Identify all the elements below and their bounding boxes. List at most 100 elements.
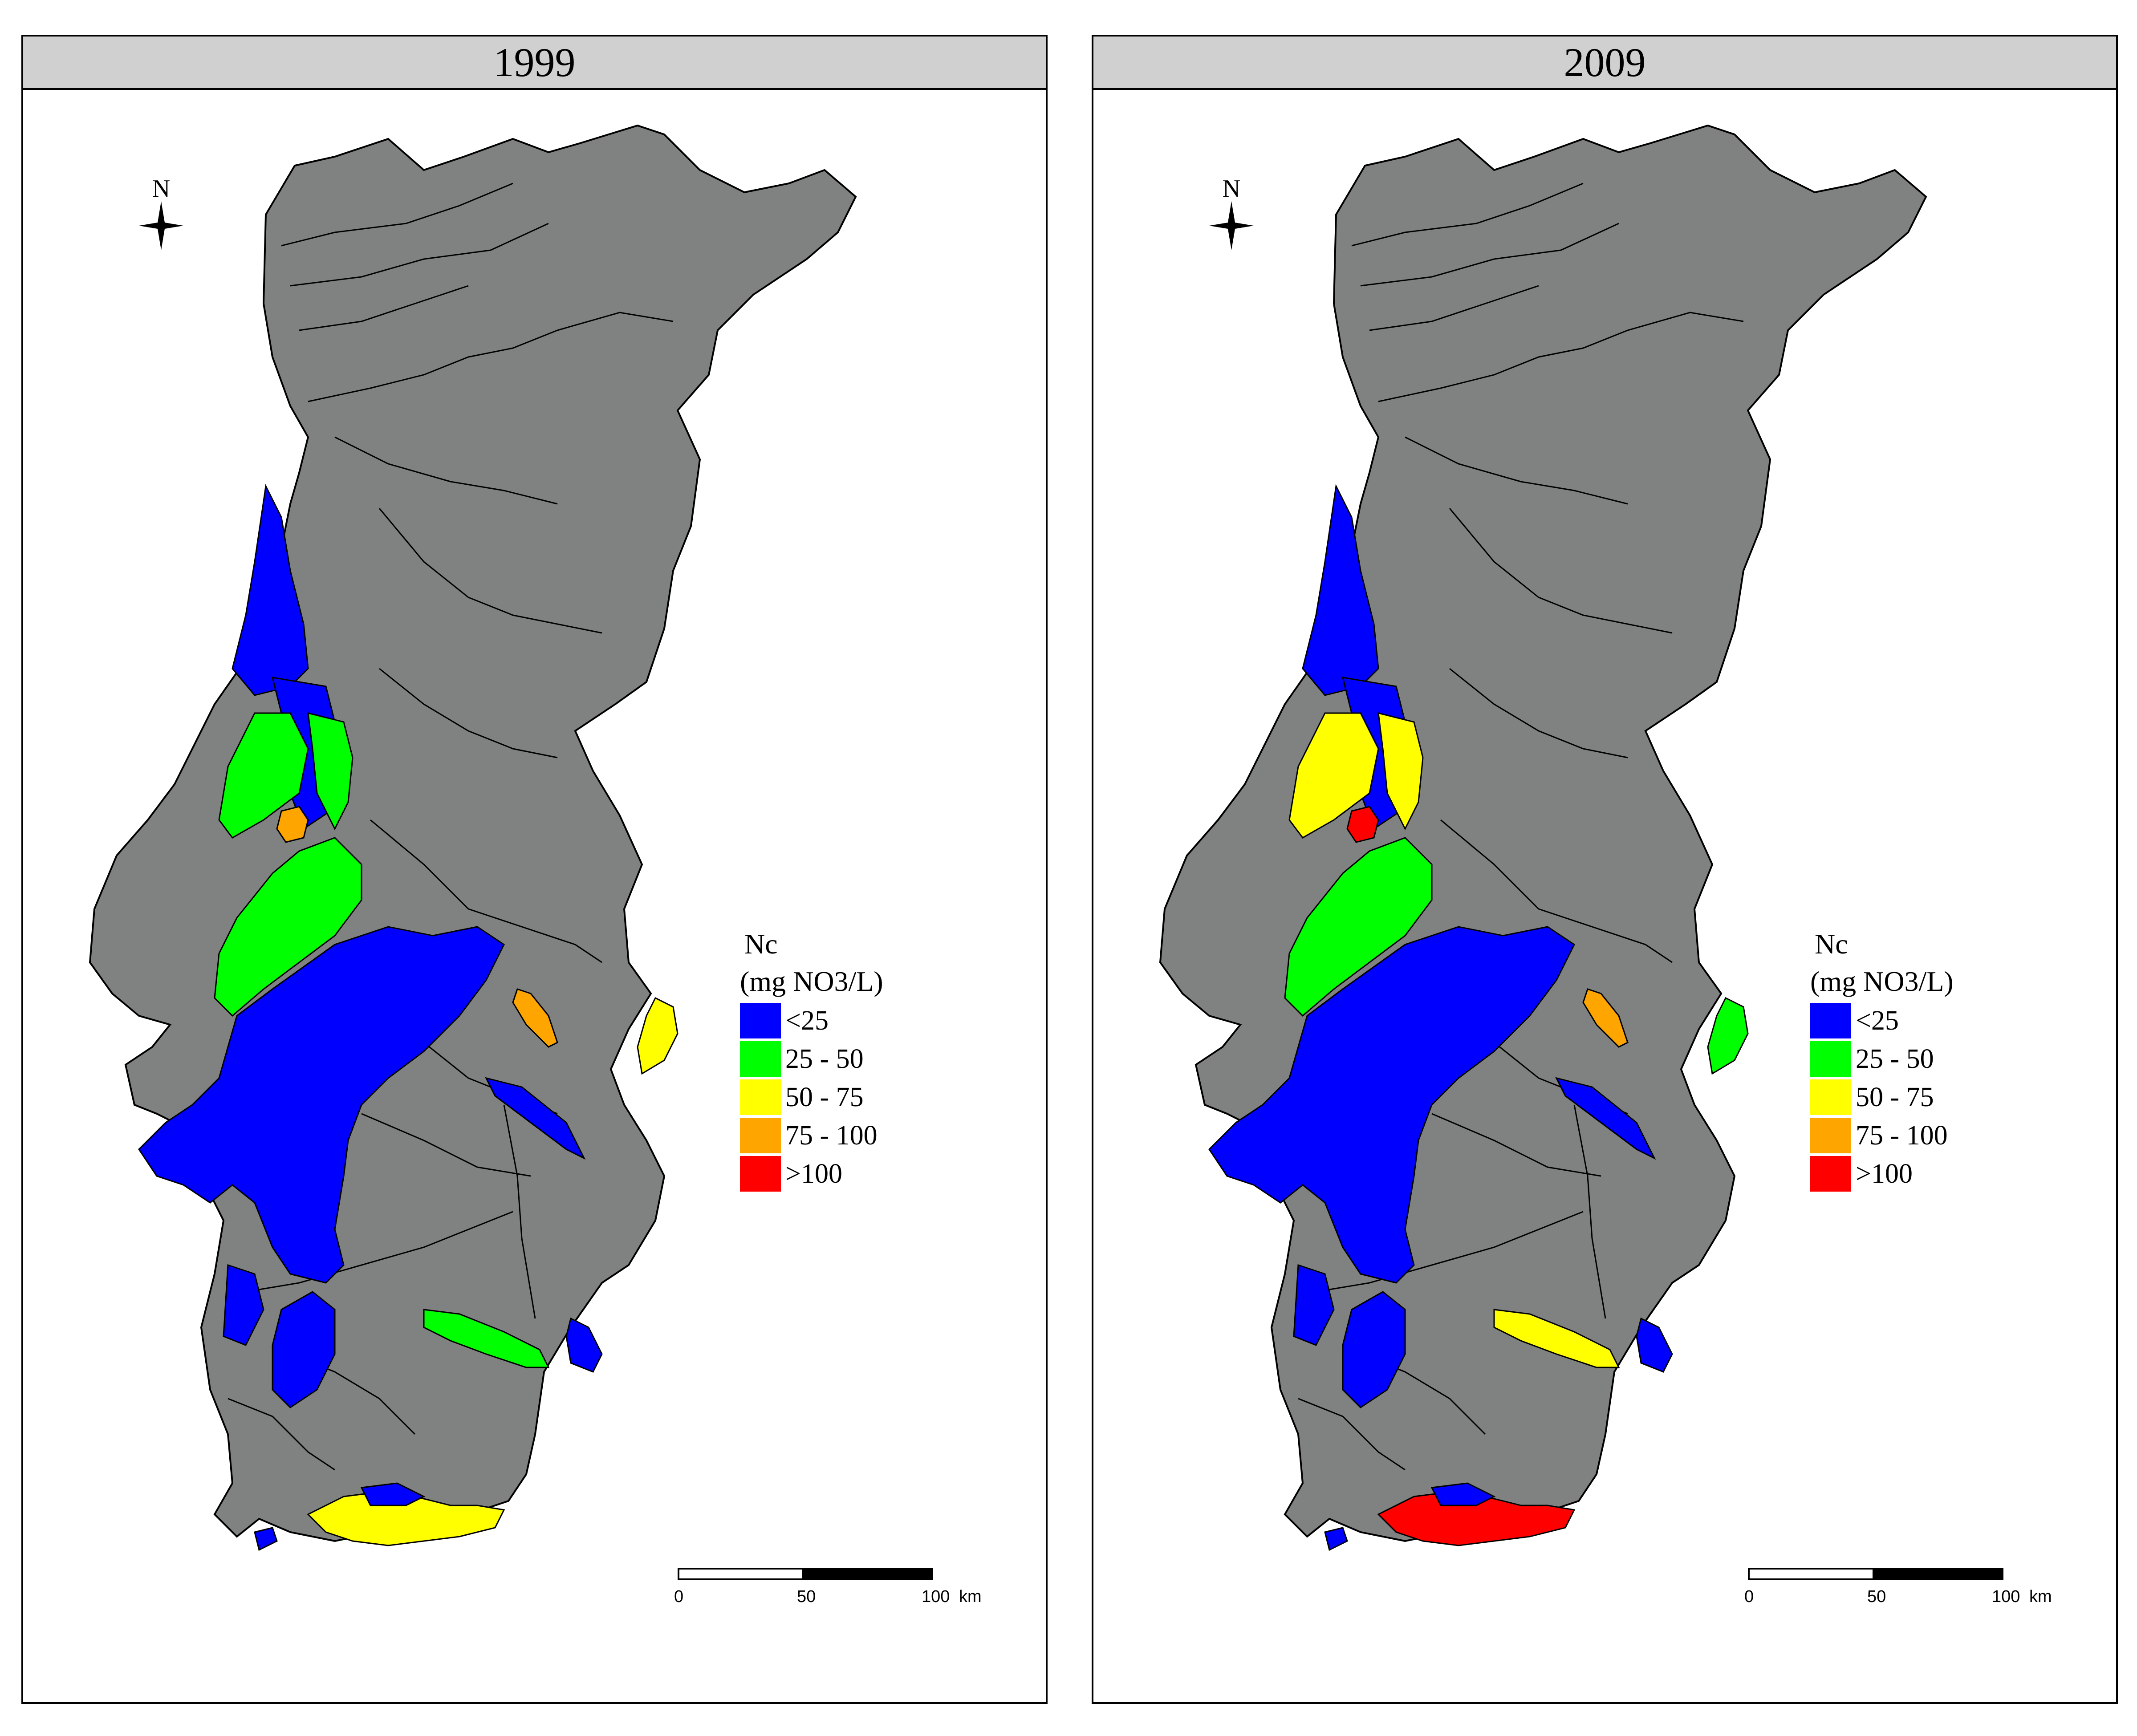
legend-item: <25 xyxy=(740,1002,989,1040)
legend-unit: (mg NO3/L) xyxy=(1810,965,1954,997)
basin-boundary xyxy=(1405,436,1628,505)
scale-unit: km xyxy=(959,1587,982,1606)
basin-boundary xyxy=(361,1113,531,1177)
scale-bar-white-segment xyxy=(678,1568,804,1580)
basin-boundary xyxy=(299,285,469,331)
aquifer-zone xyxy=(1707,997,1749,1075)
panel-title: 1999 xyxy=(23,37,1046,90)
legend-label: 75 - 100 xyxy=(1856,1120,1948,1151)
portugal-map xyxy=(89,124,857,1551)
legend-swatch xyxy=(1810,1156,1851,1192)
legend-swatch xyxy=(1810,1041,1851,1077)
aquifer-zone xyxy=(485,1077,586,1160)
aquifer-zone xyxy=(423,1309,550,1368)
aquifer-zone xyxy=(1288,712,1379,839)
compass-icon xyxy=(1209,201,1254,250)
legend-label: 25 - 50 xyxy=(1856,1043,1934,1074)
basin-boundary xyxy=(1431,1113,1601,1177)
basin-boundary xyxy=(379,668,558,758)
legend-swatch xyxy=(740,1079,781,1115)
aquifer-zone xyxy=(1377,712,1424,831)
north-arrow: N xyxy=(139,174,183,250)
legend-swatch xyxy=(740,1003,781,1038)
basin-boundary xyxy=(1449,668,1628,758)
aquifer-zone xyxy=(1582,988,1629,1048)
legend-items: <25 25 - 50 50 - 75 75 - 100 >100 xyxy=(1810,1002,2060,1193)
basin-boundary xyxy=(1360,223,1619,287)
legend-swatch xyxy=(740,1041,781,1077)
aquifer-zone xyxy=(138,926,505,1284)
basin-boundary xyxy=(281,183,513,247)
legend-item: <25 xyxy=(1810,1002,2060,1040)
aquifer-zone xyxy=(360,1482,426,1506)
legend-label: <25 xyxy=(785,1005,829,1036)
scale-tick-50: 50 xyxy=(797,1587,816,1606)
basin-boundary xyxy=(228,1398,335,1471)
aquifer-zone xyxy=(512,988,558,1048)
legend-item: 50 - 75 xyxy=(1810,1078,2060,1116)
north-label: N xyxy=(152,175,171,203)
legend-title: Nc xyxy=(744,928,778,960)
aquifer-zone xyxy=(223,1264,264,1346)
legend-title: Nc xyxy=(1815,928,1848,960)
basin-boundary xyxy=(1573,1104,1606,1319)
legend-swatch xyxy=(740,1118,781,1153)
basin-boundary xyxy=(1378,312,1744,402)
legend-label: >100 xyxy=(785,1158,842,1189)
basin-boundary xyxy=(1316,1211,1584,1293)
aquifer-zone xyxy=(276,806,309,843)
aquifer-zone xyxy=(565,1317,603,1373)
legend-item: 75 - 100 xyxy=(1810,1116,2060,1155)
legend-swatch xyxy=(1810,1079,1851,1115)
scale-tick-0: 0 xyxy=(674,1587,684,1606)
legend-swatch xyxy=(1810,1118,1851,1153)
map-panel-2009: 2009 N Nc (mg NO3/L) <25 25 - 50 50 - 75 7… xyxy=(1092,35,2118,1704)
basin-boundary xyxy=(1449,508,1673,634)
aquifer-zone xyxy=(218,712,309,839)
portugal-map xyxy=(1159,124,1927,1551)
aquifer-zone xyxy=(272,1291,336,1408)
scale-bar: 0 50 100 km xyxy=(1744,1568,2068,1612)
legend-swatch xyxy=(740,1156,781,1192)
basin-boundary xyxy=(370,819,602,963)
map-panel-1999: 1999 N Nc (mg NO3/L) <25 25 - 50 50 - 75 7… xyxy=(21,35,1048,1704)
aquifer-zone xyxy=(1293,1264,1335,1346)
compass-icon xyxy=(139,201,183,250)
scale-tick-100: 100 xyxy=(922,1587,950,1606)
aquifer-zone xyxy=(1636,1317,1673,1373)
legend-label: <25 xyxy=(1856,1005,1899,1036)
aquifer-zone xyxy=(1430,1482,1496,1506)
scale-tick-0: 0 xyxy=(1744,1587,1754,1606)
aquifer-zone xyxy=(254,1527,278,1551)
aquifer-zone xyxy=(1493,1309,1620,1368)
basin-boundary xyxy=(1351,183,1584,247)
basin-boundary xyxy=(1369,285,1539,331)
basin-boundary xyxy=(308,312,674,402)
basin-boundary xyxy=(1440,819,1673,963)
panel-title: 2009 xyxy=(1093,37,2116,90)
aquifer-zone xyxy=(1555,1077,1656,1160)
scale-bar-black-segment xyxy=(804,1568,933,1580)
aquifer-zone xyxy=(1324,1527,1348,1551)
north-arrow: N xyxy=(1209,174,1254,250)
scale-bar-black-segment xyxy=(1874,1568,2003,1580)
legend: Nc (mg NO3/L) <25 25 - 50 50 - 75 75 - 100… xyxy=(1810,927,2060,1193)
legend-item: >100 xyxy=(740,1155,989,1193)
legend-label: 75 - 100 xyxy=(785,1120,878,1151)
scale-tick-100: 100 xyxy=(1992,1587,2020,1606)
basin-boundary xyxy=(290,223,549,287)
legend-item: 50 - 75 xyxy=(740,1078,989,1116)
basin-boundary xyxy=(1298,1398,1406,1471)
legend-item: 75 - 100 xyxy=(740,1116,989,1155)
legend-item: >100 xyxy=(1810,1155,2060,1193)
aquifer-zone xyxy=(1346,806,1379,843)
legend-item: 25 - 50 xyxy=(740,1040,989,1078)
scale-unit: km xyxy=(2029,1587,2052,1606)
legend-unit: (mg NO3/L) xyxy=(740,965,883,997)
aquifer-zone xyxy=(1342,1291,1406,1408)
north-label: N xyxy=(1222,175,1241,203)
basin-boundary xyxy=(503,1104,536,1319)
legend-label: 50 - 75 xyxy=(1856,1082,1934,1112)
basin-boundary xyxy=(245,1211,513,1293)
legend-label: 25 - 50 xyxy=(785,1043,864,1074)
